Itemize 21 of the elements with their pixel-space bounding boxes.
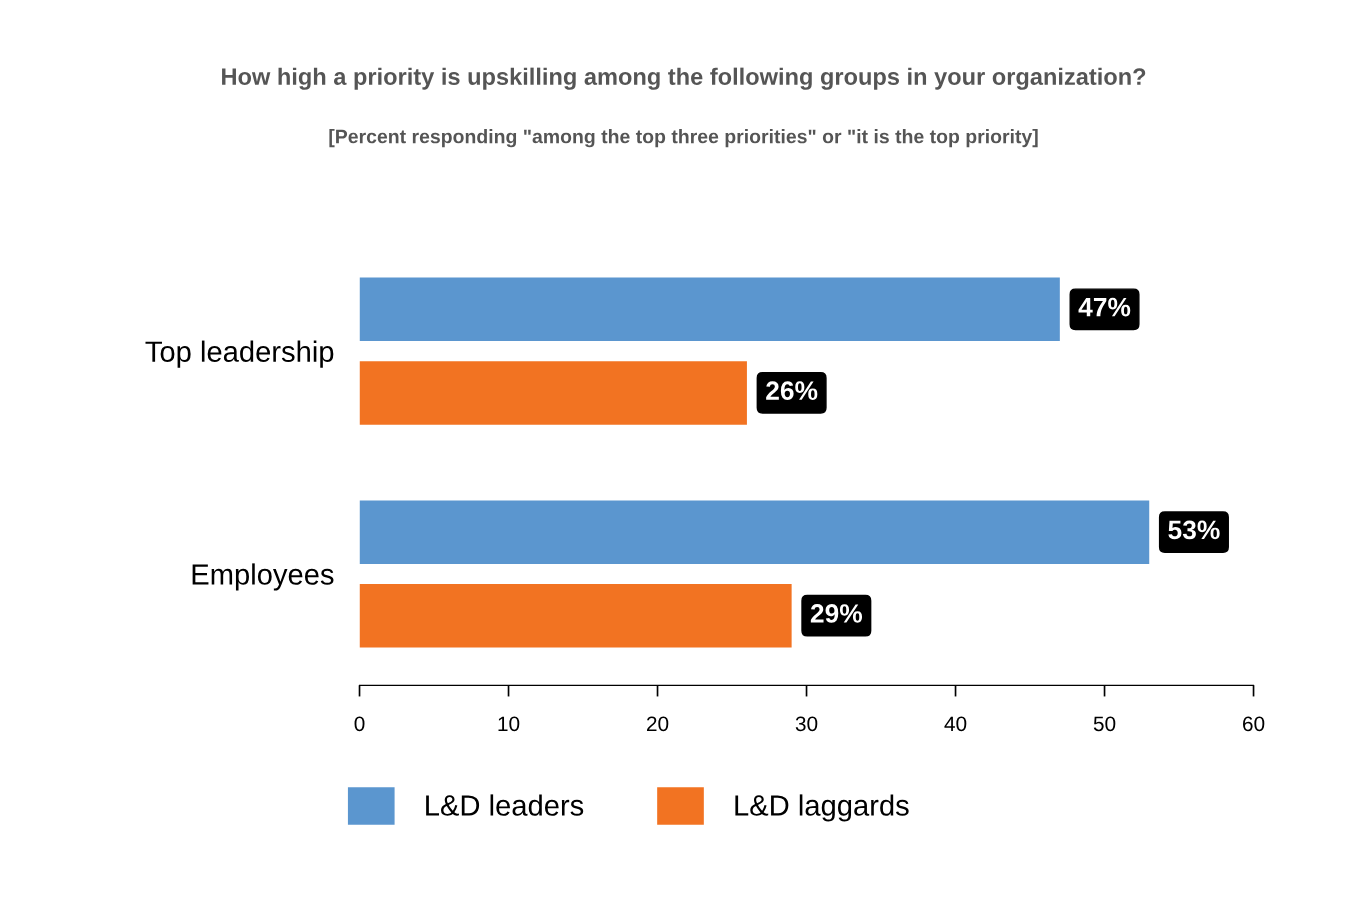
legend-label: L&D leaders xyxy=(426,794,584,816)
x-tick-label: 60 xyxy=(1243,716,1265,732)
y-tick-label: Top leadership xyxy=(145,340,334,368)
x-tick-label: 50 xyxy=(1093,716,1116,732)
x-tick-label: 20 xyxy=(646,716,669,732)
chart-title: How high a priority is upskilling among the following groups in your organization? xyxy=(222,67,1146,90)
data-label: 53% xyxy=(1168,520,1220,540)
bar xyxy=(359,361,747,425)
bar xyxy=(359,500,1150,564)
data-label: 47% xyxy=(1078,297,1131,317)
legend-label: L&D laggards xyxy=(735,794,909,822)
y-tick-label: Employees xyxy=(192,563,334,591)
x-tick-label: 30 xyxy=(795,716,818,732)
x-tick-label: 10 xyxy=(498,716,520,732)
data-label: 26% xyxy=(766,381,818,400)
x-tick-label: 40 xyxy=(944,716,967,732)
data-label: 29% xyxy=(810,604,863,623)
x-tick-label: 0 xyxy=(354,716,365,732)
bar xyxy=(359,277,1060,342)
bar xyxy=(359,583,792,648)
chart-subtitle: [Percent responding "among the top three priorities" or "it is the top priority] xyxy=(329,129,1038,148)
